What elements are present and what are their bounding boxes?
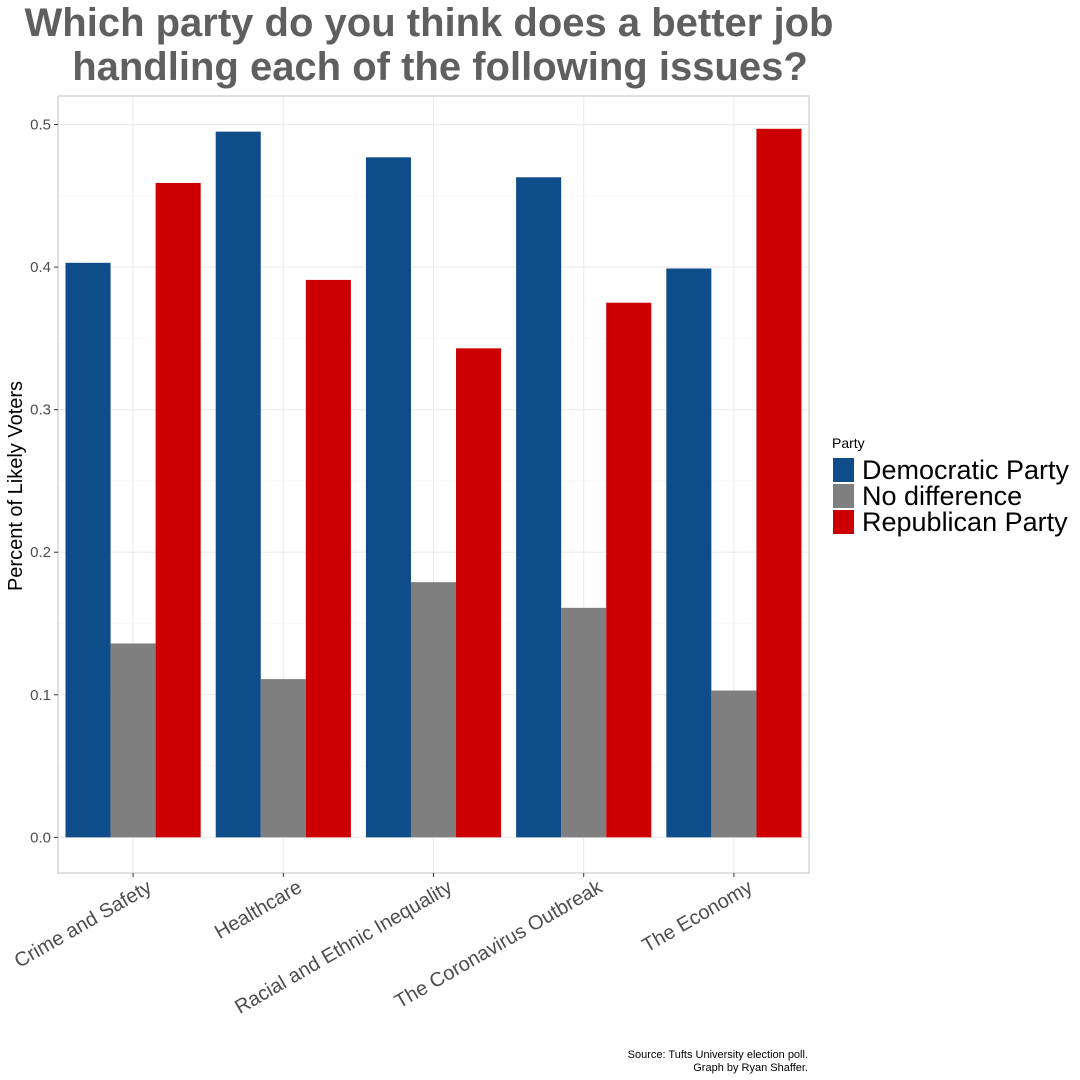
- legend-label: Republican Party: [862, 507, 1068, 537]
- bar-democratic-party-3: [516, 177, 562, 838]
- bar-republican-party-4: [756, 128, 802, 838]
- legend-title: Party: [832, 435, 865, 451]
- legend-swatch: [833, 484, 854, 508]
- legend-swatch: [833, 510, 854, 534]
- caption-credit: Graph by Ryan Shaffer.: [693, 1062, 808, 1074]
- bar-no-difference-0: [110, 643, 156, 838]
- legend-swatch: [833, 458, 854, 482]
- plot-panel: 0.0 0.1 0.2 0.3 0.4 0.5 Crime and Safety Health…: [11, 95, 810, 1019]
- bar-republican-party-0: [155, 182, 201, 838]
- x-tick-label: Crime and Safety: [11, 876, 156, 972]
- bar-republican-party-1: [305, 279, 351, 838]
- y-tick-label: 0.1: [30, 687, 51, 704]
- y-tick-label: 0.2: [30, 544, 51, 561]
- chart-title-line-2: handling each of the following issues?: [72, 45, 808, 89]
- bar-no-difference-1: [260, 679, 306, 838]
- bar-democratic-party-4: [666, 268, 712, 838]
- bar-democratic-party-0: [65, 262, 111, 838]
- y-tick-label: 0.4: [30, 259, 51, 276]
- y-axis-label: Percent of Likely Voters: [5, 381, 27, 591]
- y-tick-label: 0.3: [30, 402, 51, 419]
- y-tick-label: 0.5: [30, 117, 51, 134]
- y-tick-label: 0.0: [30, 829, 51, 846]
- bar-democratic-party-1: [215, 131, 261, 838]
- bar-no-difference-2: [410, 582, 457, 838]
- bar-republican-party-2: [456, 348, 502, 838]
- x-tick-label: Healthcare: [211, 876, 306, 943]
- legend-label: No difference: [862, 481, 1022, 511]
- legend-label: Democratic Party: [862, 455, 1070, 485]
- x-tick-label: The Economy: [639, 876, 757, 957]
- caption-source: Source: Tufts University election poll.: [628, 1049, 808, 1061]
- bar-democratic-party-2: [365, 157, 411, 838]
- bar-no-difference-4: [711, 690, 757, 838]
- bar-no-difference-3: [561, 607, 607, 838]
- chart-title-line-1: Which party do you think does a better j…: [25, 1, 834, 45]
- bar-republican-party-3: [606, 302, 652, 838]
